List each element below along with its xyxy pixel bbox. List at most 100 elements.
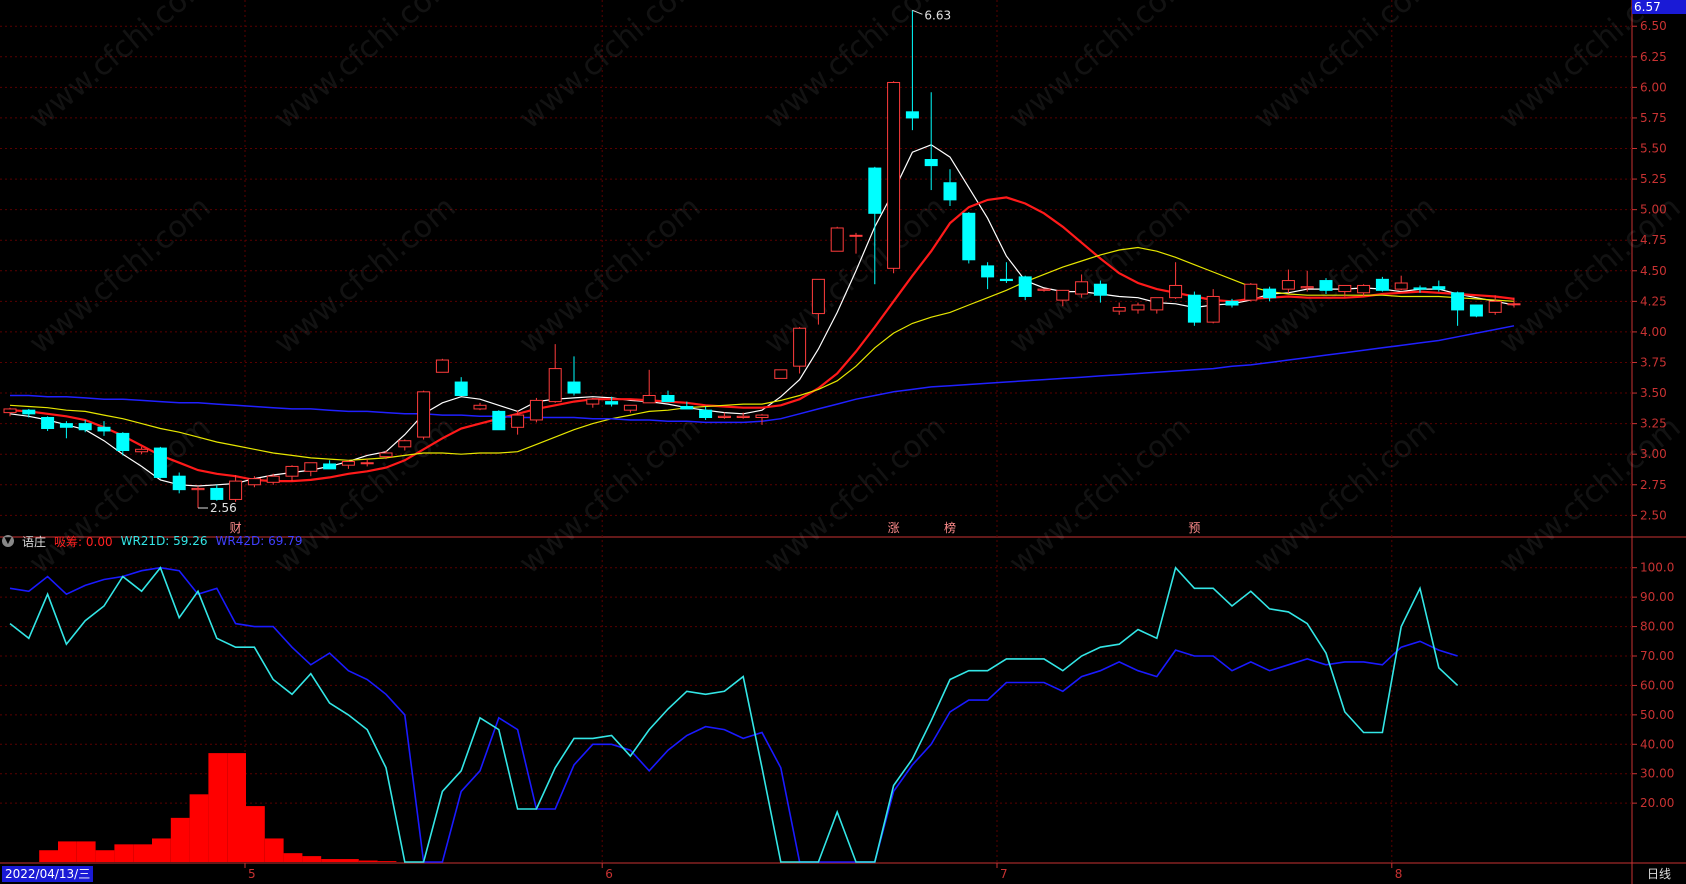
candle <box>191 485 205 508</box>
xichou-bar <box>246 806 265 862</box>
candle-body <box>116 432 130 452</box>
candle <box>492 410 506 431</box>
indicator-tick-label: 20.00 <box>1640 796 1674 810</box>
candle <box>1507 297 1521 308</box>
candle <box>341 460 355 469</box>
candle-body <box>529 399 543 421</box>
price-tick-label: 3.50 <box>1640 386 1667 400</box>
xichou-bar <box>189 794 209 862</box>
candle <box>793 327 807 374</box>
period-label[interactable]: 日线 <box>1646 867 1671 881</box>
candle <box>172 472 186 494</box>
candle <box>1357 284 1371 297</box>
extreme-annotation: 2.56 <box>198 501 237 515</box>
xichou-bar <box>340 859 359 862</box>
indicator-menu-icon[interactable]: ▼ <box>2 535 14 547</box>
candlesticks <box>3 10 1521 508</box>
candle-body <box>830 227 844 252</box>
candle-body <box>398 440 412 448</box>
candle-body <box>1375 278 1389 291</box>
price-tick-label: 6.50 <box>1640 19 1667 33</box>
candle <box>41 416 55 431</box>
watermark-text: www.cfchi.com <box>268 0 463 136</box>
candle <box>981 262 995 290</box>
candle-body <box>210 487 224 500</box>
candle-body <box>1413 287 1427 290</box>
candle-body <box>59 423 73 428</box>
candle-body <box>1300 286 1314 289</box>
candle <box>210 484 224 501</box>
candle <box>755 413 769 425</box>
candle-body <box>1169 284 1183 299</box>
candle <box>868 166 882 285</box>
candle <box>567 356 581 396</box>
candle-body <box>1263 288 1277 299</box>
candle <box>680 401 694 410</box>
price-tick-label: 6.00 <box>1640 80 1667 94</box>
candle <box>304 462 318 477</box>
watermark-text: www.cfchi.com <box>1003 0 1198 136</box>
indicator-tick-label: 40.00 <box>1640 737 1674 751</box>
candle <box>1469 304 1483 318</box>
candle-body <box>1225 300 1239 306</box>
candle <box>247 476 261 488</box>
xichou-bar <box>76 841 96 862</box>
candle-body <box>623 404 637 411</box>
watermark-text: www.cfchi.com <box>758 190 953 361</box>
candle-body <box>3 408 17 414</box>
candle-body <box>492 410 506 431</box>
candle-body <box>41 417 55 430</box>
candle <box>717 412 731 419</box>
xichou-value: 吸筹: 0.00 <box>54 534 113 549</box>
candle <box>1375 276 1389 292</box>
candle-body <box>153 447 167 478</box>
month-label: 5 <box>248 867 256 881</box>
candle-body <box>548 368 562 403</box>
candle <box>1319 278 1333 295</box>
candle <box>473 402 487 411</box>
candle-body <box>924 159 938 167</box>
candle <box>511 410 525 435</box>
candle <box>1056 289 1070 307</box>
candle-body <box>135 448 149 453</box>
price-tick-label: 2.50 <box>1640 508 1667 522</box>
candle <box>529 397 543 423</box>
candle <box>774 369 788 379</box>
xichou-bar <box>283 853 303 862</box>
price-tick-label: 4.75 <box>1640 233 1667 247</box>
candle <box>924 92 938 191</box>
indicator-name[interactable]: 语庄 <box>22 534 47 549</box>
indicator-tick-label: 60.00 <box>1640 678 1674 692</box>
candle <box>435 358 449 373</box>
candle <box>811 278 825 325</box>
candle-body <box>22 409 36 415</box>
candle <box>1338 284 1352 297</box>
price-tick-label: 5.00 <box>1640 203 1667 217</box>
candle-body <box>887 81 901 269</box>
event-marker: 预 <box>1188 521 1200 535</box>
watermark-text: www.cfchi.com <box>23 190 218 361</box>
candle-body <box>1451 292 1465 311</box>
price-tick-label: 3.00 <box>1640 447 1667 461</box>
candle <box>417 390 431 440</box>
xichou-bar <box>114 844 134 862</box>
candle <box>1300 270 1314 292</box>
wr42d-line <box>9 566 1458 863</box>
wr21d-value: WR21D: 59.26 <box>120 534 208 548</box>
watermark-text: www.cfchi.com <box>1248 190 1443 361</box>
candle <box>229 474 243 502</box>
candle <box>1037 288 1051 292</box>
candle-body <box>379 452 393 458</box>
candle <box>59 421 73 439</box>
candle-body <box>1187 294 1201 323</box>
event-marker: 涨 <box>888 520 900 535</box>
candle-body <box>1338 284 1352 293</box>
candle-body <box>849 234 863 237</box>
candle <box>943 169 957 206</box>
candle-body <box>1488 300 1502 313</box>
candle-body <box>774 369 788 379</box>
candle <box>285 465 299 482</box>
candle-body <box>266 475 280 483</box>
xichou-bar <box>133 844 152 862</box>
